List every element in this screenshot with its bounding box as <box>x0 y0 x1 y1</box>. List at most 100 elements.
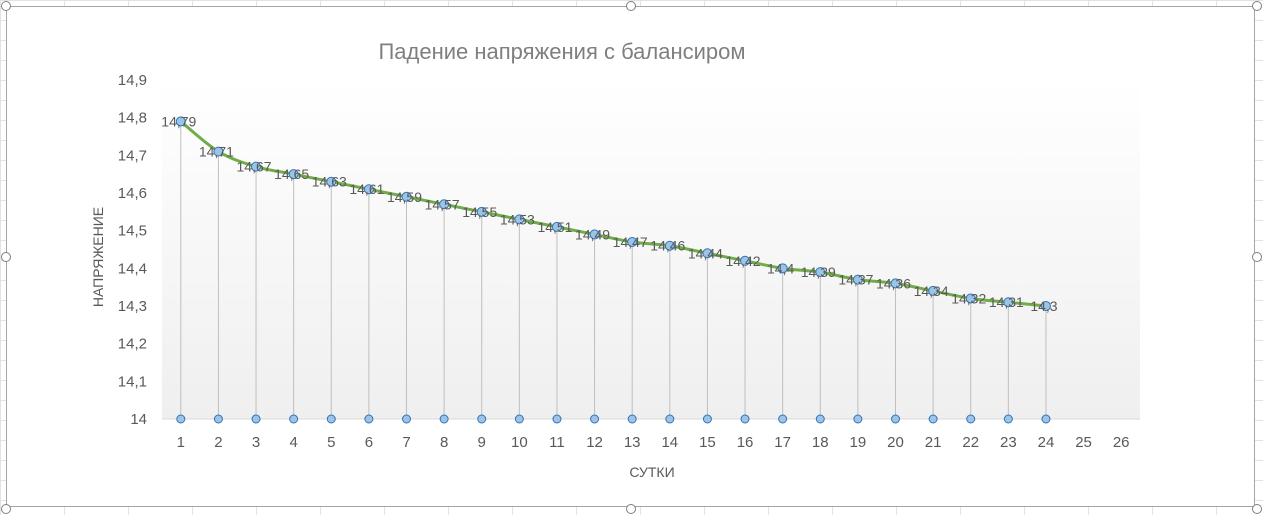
baseline-marker <box>326 414 336 424</box>
data-label: 14,55 <box>462 204 497 220</box>
data-label: 14,63 <box>312 174 347 190</box>
baseline-marker <box>740 414 750 424</box>
x-tick-label: 25 <box>1075 434 1092 451</box>
data-label: 14,59 <box>387 189 422 205</box>
chart-title: Падение напряжения с балансиром <box>378 39 745 64</box>
data-label: 14,32 <box>951 290 986 306</box>
x-tick-label: 5 <box>327 434 335 451</box>
x-axis-tick-labels: 1 2 3 4 5 6 7 8 9 10 11 12 13 14 15 16 17 18 19 20 21 22 23 24 2… <box>177 434 1130 451</box>
resize-handle-top-left[interactable] <box>1 1 11 11</box>
plot-area <box>162 80 1140 419</box>
data-point <box>1003 297 1014 308</box>
data-label: 14,53 <box>500 211 535 227</box>
x-tick-label: 14 <box>661 434 678 451</box>
data-label: 14,37 <box>838 272 873 288</box>
chart-area[interactable]: Падение напряжения с балансиром НАПРЯЖЕН… <box>6 6 1255 507</box>
x-tick-label: 19 <box>850 434 867 451</box>
data-point <box>401 191 412 202</box>
x-tick-label: 1 <box>177 434 185 451</box>
baseline-marker <box>702 414 712 424</box>
data-point <box>1040 301 1051 311</box>
data-point <box>514 214 525 225</box>
resize-handle-bottom-left[interactable] <box>1 504 11 514</box>
data-label: 14,31 <box>989 294 1024 310</box>
y-tick-label: 14,7 <box>118 147 147 164</box>
data-point <box>288 169 299 180</box>
x-tick-label: 4 <box>289 434 297 451</box>
data-label: 14,3 <box>1030 298 1057 314</box>
x-tick-label: 21 <box>925 434 942 451</box>
data-label: 14,42 <box>726 253 761 269</box>
data-point <box>589 229 600 240</box>
x-tick-label: 16 <box>737 434 754 451</box>
baseline-marker <box>1041 414 1051 424</box>
baseline-markers <box>176 414 1051 424</box>
y-tick-label: 14,6 <box>118 185 147 202</box>
data-point <box>890 278 901 289</box>
data-label: 14,61 <box>349 181 384 197</box>
resize-handle-top-center[interactable] <box>626 1 636 11</box>
data-label: 14,36 <box>876 275 911 291</box>
data-point <box>928 285 939 296</box>
baseline-marker <box>928 414 938 424</box>
baseline-marker <box>778 414 788 424</box>
x-tick-label: 13 <box>624 434 641 451</box>
data-label: 14,79 <box>161 113 196 129</box>
data-label: 14,51 <box>537 219 572 235</box>
y-axis-tick-labels: 14 14,1 14,2 14,3 14,4 14,5 14,6 14,7 14,8 14,9 <box>118 72 147 428</box>
data-label: 14,67 <box>237 159 272 175</box>
x-tick-label: 18 <box>812 434 829 451</box>
x-tick-label: 9 <box>478 434 486 451</box>
baseline-marker <box>891 414 900 424</box>
baseline-marker <box>1003 414 1013 424</box>
resize-handle-bottom-center[interactable] <box>626 504 636 514</box>
x-tick-label: 26 <box>1113 434 1130 451</box>
baseline-marker <box>477 414 487 424</box>
data-point <box>439 199 450 210</box>
data-point <box>627 236 638 247</box>
data-label: 14,46 <box>650 238 685 254</box>
y-tick-label: 14,9 <box>118 72 147 89</box>
baseline-marker <box>251 414 261 424</box>
baseline-marker <box>665 414 675 424</box>
baseline-marker <box>590 414 600 424</box>
x-tick-label: 6 <box>365 434 373 451</box>
x-tick-label: 3 <box>252 434 260 451</box>
baseline-marker <box>402 414 411 424</box>
resize-handle-middle-left[interactable] <box>1 252 11 262</box>
data-point <box>476 206 487 217</box>
data-point <box>740 255 751 266</box>
resize-handle-middle-right[interactable] <box>1252 252 1262 262</box>
drop-lines <box>180 121 1047 419</box>
data-label: 14,39 <box>801 264 836 280</box>
data-point-markers <box>175 116 1051 311</box>
y-tick-label: 14,3 <box>118 298 147 315</box>
data-label: 14,71 <box>199 144 234 160</box>
data-point <box>664 240 675 251</box>
x-tick-label: 12 <box>586 434 603 451</box>
x-axis-title: СУТКИ <box>629 464 674 480</box>
baseline-marker <box>289 414 299 424</box>
data-label: 14,4 <box>767 260 794 276</box>
data-label: 14,34 <box>914 283 949 299</box>
data-label: 14,47 <box>613 234 648 250</box>
y-tick-label: 14,4 <box>118 260 147 277</box>
x-tick-label: 17 <box>774 434 791 451</box>
data-point <box>965 293 976 304</box>
data-point <box>551 221 562 232</box>
baseline-marker <box>364 414 374 424</box>
baseline-marker <box>815 414 825 424</box>
resize-handle-bottom-right[interactable] <box>1252 504 1262 514</box>
data-point <box>815 267 826 278</box>
data-label: 14,65 <box>274 166 309 182</box>
x-tick-label: 2 <box>214 434 222 451</box>
y-tick-label: 14,5 <box>118 223 147 240</box>
x-tick-label: 11 <box>549 434 565 451</box>
data-point <box>213 146 224 157</box>
baseline-marker <box>552 414 562 424</box>
x-tick-label: 15 <box>699 434 716 451</box>
x-tick-label: 24 <box>1038 434 1055 451</box>
resize-handle-top-right[interactable] <box>1252 1 1262 11</box>
data-point <box>777 263 788 274</box>
